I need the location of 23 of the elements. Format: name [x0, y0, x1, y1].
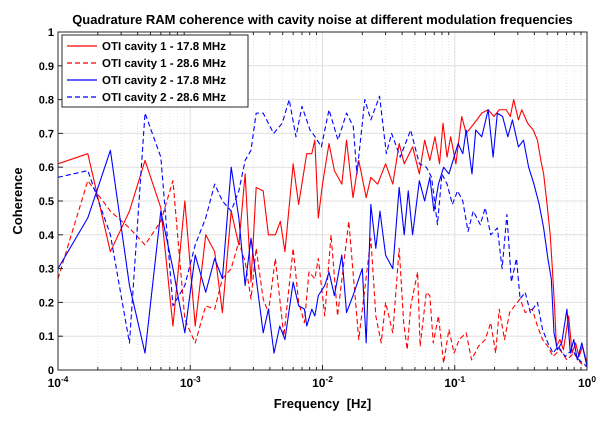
- y-tick-label: 0.2: [38, 297, 54, 310]
- y-tick-label: 0: [48, 365, 54, 377]
- x-tick-label: 10$^{-2}$: [312, 374, 334, 390]
- y-tick-label: 0.6: [38, 162, 54, 174]
- y-tick-label: 0.9: [38, 60, 54, 73]
- y-tick-label: 0.7: [38, 128, 54, 140]
- y-tick-label: 0.1: [38, 331, 54, 344]
- y-tick-label: 0.3: [38, 264, 54, 276]
- y-tick-label: 1: [48, 27, 54, 39]
- x-tick-label: 10$^{0}$: [578, 374, 596, 390]
- x-tick-label: 10$^{-3}$: [180, 374, 201, 390]
- x-axis-title: Frequency [Hz]: [274, 396, 372, 411]
- x-tick-label: 10$^{-4}$: [48, 374, 69, 390]
- x-tick-label: 10$^{-1}$: [444, 374, 466, 390]
- legend-label: OTI cavity 2 - 28.6 MHz: [102, 92, 226, 104]
- y-tick-label: 0.8: [38, 94, 54, 107]
- legend-label: OTI cavity 2 - 17.8 MHz: [102, 75, 226, 87]
- y-tick-label: 0.5: [38, 196, 54, 208]
- chart-title: Quadrature RAM coherence with cavity noise at different modulation frequencies: [72, 12, 573, 27]
- y-tick-label: 0.4: [38, 230, 55, 242]
- legend-label: OTI cavity 1 - 28.6 MHz: [102, 58, 226, 70]
- legend-label: OTI cavity 1 - 17.8 MHz: [102, 41, 226, 53]
- y-axis-title: Coherence: [10, 167, 25, 235]
